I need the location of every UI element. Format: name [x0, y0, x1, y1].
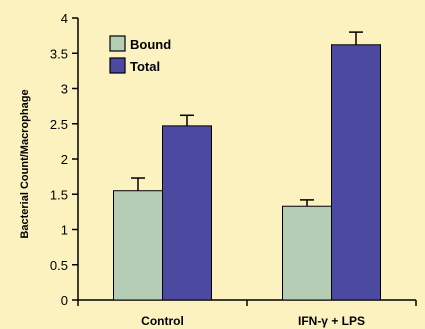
- y-tick-label: 4: [61, 11, 68, 26]
- bar: [282, 205, 332, 301]
- legend-swatch: [109, 57, 126, 74]
- bar: [331, 44, 381, 301]
- y-axis: 0 0.5 1 1.5 2 2.5 3 3.5 4: [50, 11, 79, 308]
- x-category-label: Control: [141, 314, 184, 328]
- y-tick-label: 2: [61, 152, 68, 167]
- y-tick-label: 1: [61, 223, 68, 238]
- x-axis: Control IFN-γ + LPS: [77, 299, 417, 328]
- y-tick-label: 3: [61, 82, 68, 97]
- y-tick-label: 3.5: [50, 46, 68, 61]
- y-tick-label: 0.5: [50, 258, 68, 273]
- legend-label: Bound: [130, 37, 171, 52]
- bar: [113, 190, 163, 301]
- error-bars: [131, 31, 363, 207]
- bar: [162, 125, 212, 301]
- y-axis-title: Bacterial Count/Macrophage: [19, 89, 31, 238]
- y-tick-label: 2.5: [50, 117, 68, 132]
- bars: [113, 44, 381, 301]
- legend-label: Total: [130, 59, 160, 74]
- legend-swatch: [109, 35, 126, 52]
- x-category-label: IFN-γ + LPS: [298, 314, 365, 328]
- y-tick-label: 1.5: [50, 187, 68, 202]
- y-tick-label: 0: [61, 293, 68, 308]
- legend: Bound Total: [109, 35, 171, 74]
